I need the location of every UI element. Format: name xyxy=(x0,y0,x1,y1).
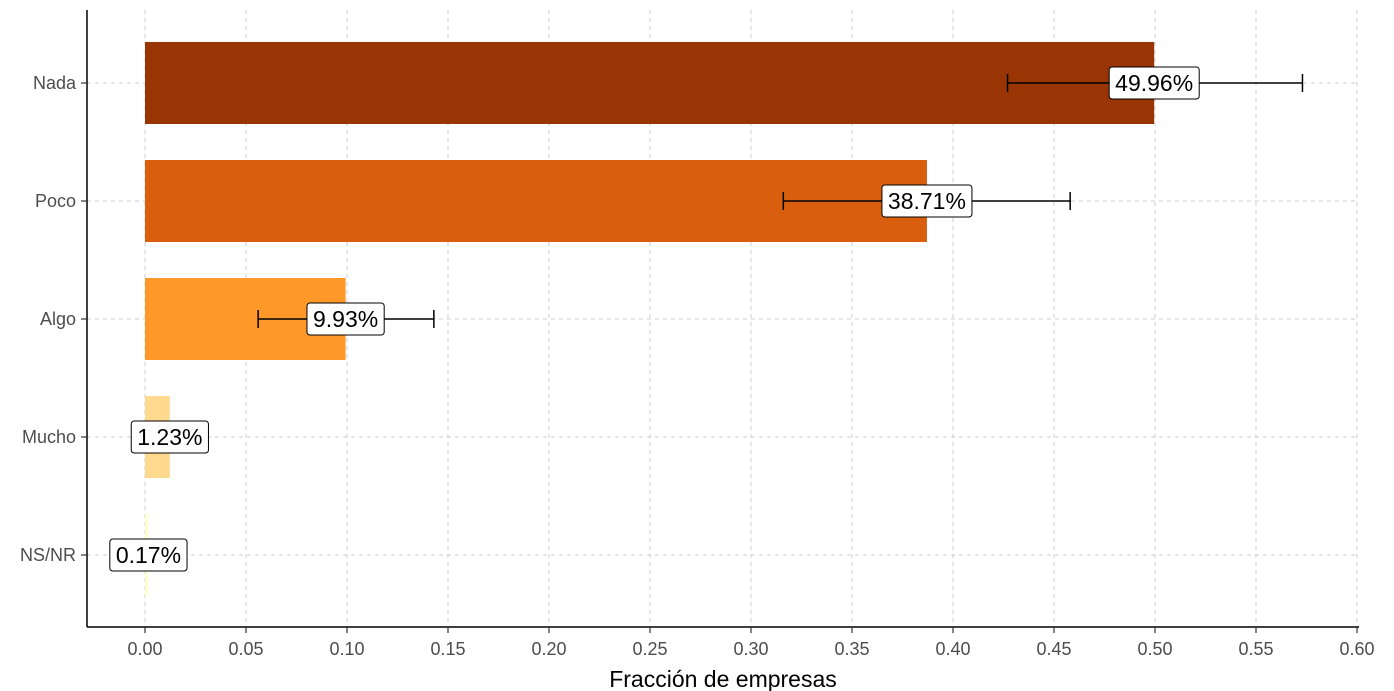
value-label-text: 0.17% xyxy=(116,542,181,568)
x-tick-label: 0.00 xyxy=(127,639,162,659)
x-tick-label: 0.15 xyxy=(430,639,465,659)
value-label-box xyxy=(130,420,209,454)
x-tick-label: 0.35 xyxy=(834,639,869,659)
value-label: 1.23% xyxy=(130,420,209,454)
x-tick-label: 0.30 xyxy=(733,639,768,659)
x-tick-label: 0.45 xyxy=(1036,639,1071,659)
value-label-box xyxy=(109,538,188,572)
y-tick-label: Poco xyxy=(35,191,76,211)
x-tick-label: 0.20 xyxy=(531,639,566,659)
value-label-box xyxy=(306,302,385,336)
value-label-box xyxy=(1108,66,1200,100)
x-tick-label: 0.40 xyxy=(935,639,970,659)
value-label-text: 38.71% xyxy=(888,188,966,214)
value-label: 38.71% xyxy=(881,184,973,218)
value-label: 49.96% xyxy=(1108,66,1200,100)
value-label: 0.17% xyxy=(109,538,188,572)
y-tick-label: Mucho xyxy=(22,427,76,447)
value-labels-layer: 49.96% 38.71% 9.93% 1.23% 0.17% xyxy=(109,66,1200,572)
x-axis-title: Fracción de empresas xyxy=(609,666,837,691)
x-tick-label: 0.60 xyxy=(1339,639,1374,659)
x-tick-label: 0.50 xyxy=(1137,639,1172,659)
y-tick-label: Nada xyxy=(33,73,77,93)
x-tick-label: 0.05 xyxy=(228,639,263,659)
x-tick-label: 0.55 xyxy=(1238,639,1273,659)
bars-layer xyxy=(145,42,1155,596)
ticks-layer: 0.00 0.05 0.10 0.15 0.20 0.25 0.30 0.35 0.40 0.45… xyxy=(20,73,1375,659)
value-label-box xyxy=(881,184,973,218)
x-tick-label: 0.10 xyxy=(329,639,364,659)
value-label: 9.93% xyxy=(306,302,385,336)
value-label-text: 1.23% xyxy=(137,424,202,450)
y-tick-label: NS/NR xyxy=(20,545,76,565)
bar-nada xyxy=(145,42,1155,124)
x-tick-label: 0.25 xyxy=(632,639,667,659)
value-label-text: 49.96% xyxy=(1115,70,1193,96)
value-label-text: 9.93% xyxy=(313,306,378,332)
y-tick-label: Algo xyxy=(40,309,76,329)
